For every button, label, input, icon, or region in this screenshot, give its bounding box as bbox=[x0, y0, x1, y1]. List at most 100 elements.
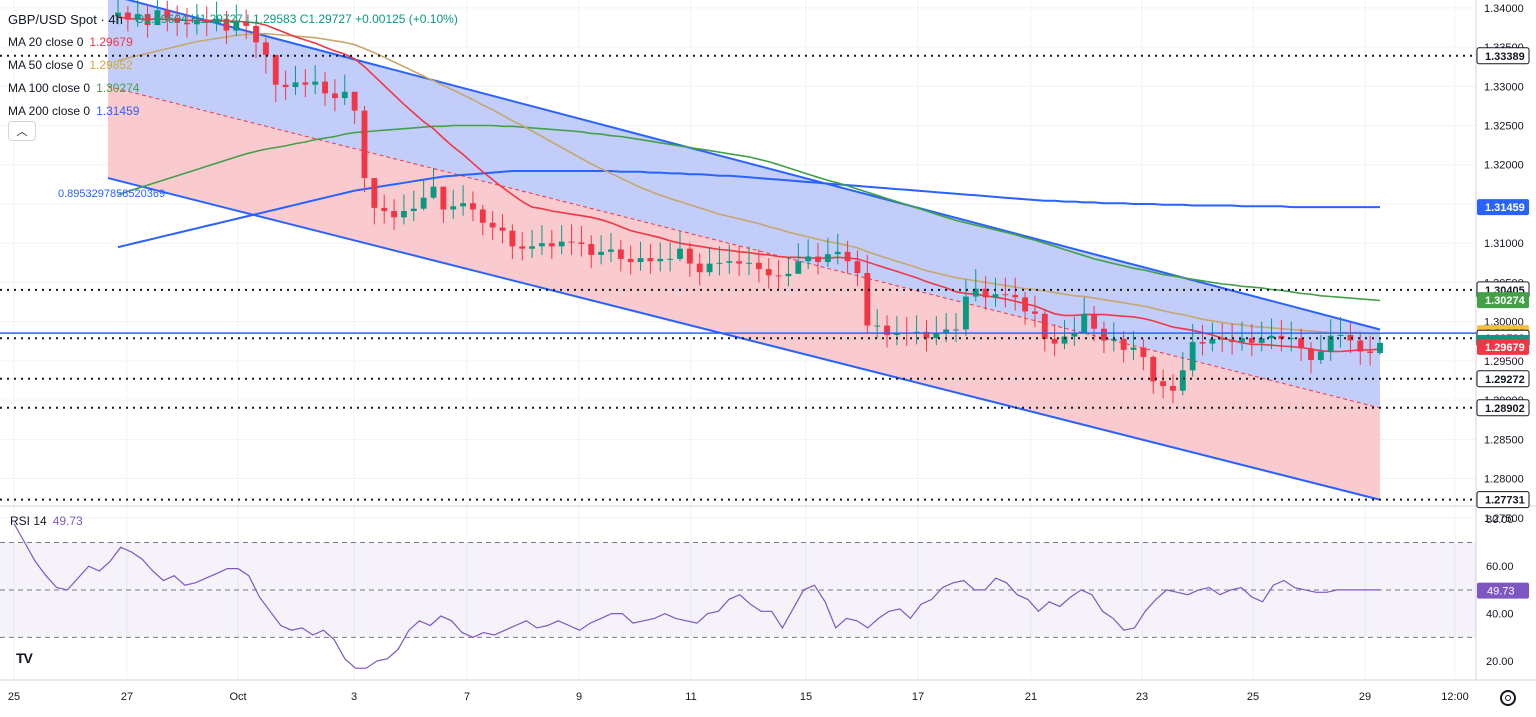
channel-ratio-label: 0.8953297858520369 bbox=[58, 188, 165, 200]
candle-body bbox=[213, 18, 220, 23]
candle-body bbox=[233, 21, 240, 31]
candle-body bbox=[637, 258, 644, 263]
chart-legend: GBP/USD Spot · 4h O1.29604 H1.29727 L1.2… bbox=[8, 8, 458, 123]
price-tag-label[interactable]: 1.29272 bbox=[1485, 374, 1525, 386]
candle-body bbox=[657, 258, 664, 262]
candle-body bbox=[1199, 342, 1206, 344]
channel-mid-line bbox=[107, 85, 1381, 409]
ma50-value: 1.29852 bbox=[89, 58, 133, 72]
price-tag-box[interactable] bbox=[1476, 47, 1530, 65]
candle-body bbox=[420, 197, 427, 209]
candle-body bbox=[617, 249, 624, 259]
rsi-label: RSI 14 bbox=[10, 514, 47, 528]
candle-body bbox=[1209, 338, 1216, 344]
price-tick-label: 1.32000 bbox=[1484, 160, 1524, 172]
candle-body bbox=[775, 275, 782, 277]
price-tag-box[interactable] bbox=[1476, 399, 1530, 417]
candle-body bbox=[1130, 347, 1137, 350]
symbol-title[interactable]: GBP/USD Spot · 4h bbox=[8, 12, 123, 27]
candle-body bbox=[1031, 311, 1038, 314]
candle-body bbox=[272, 54, 279, 85]
candle-body bbox=[765, 269, 772, 276]
candle-body bbox=[193, 20, 200, 25]
ma200-value: 1.31459 bbox=[96, 104, 140, 118]
candle-body bbox=[1140, 347, 1147, 357]
candle-body bbox=[558, 241, 565, 247]
candle-body bbox=[282, 84, 289, 88]
candle-body bbox=[1367, 351, 1374, 354]
candle-body bbox=[1041, 313, 1048, 339]
candle-body bbox=[874, 325, 881, 327]
candle-body bbox=[815, 256, 821, 263]
candle-body bbox=[322, 81, 328, 94]
ma100-legend[interactable]: MA 100 close 0 1.30274 bbox=[8, 77, 458, 100]
candle-body bbox=[144, 14, 151, 26]
price-tag-box[interactable] bbox=[1477, 199, 1529, 216]
collapse-legend-button[interactable]: ︿ bbox=[8, 121, 36, 141]
price-tick-label: 1.34000 bbox=[1484, 3, 1524, 15]
candle-body bbox=[972, 288, 979, 297]
candle-body bbox=[953, 329, 959, 331]
candle-body bbox=[450, 206, 457, 210]
ma50-legend[interactable]: MA 50 close 0 1.29852 bbox=[8, 54, 458, 77]
candle-body bbox=[1347, 334, 1354, 341]
price-tag-box[interactable] bbox=[1476, 491, 1530, 509]
time-tick-label: 17 bbox=[912, 691, 924, 703]
candle-body bbox=[943, 329, 950, 333]
candle-body bbox=[627, 258, 634, 263]
candle-body bbox=[470, 203, 476, 210]
candle-body bbox=[430, 186, 437, 198]
candle-body bbox=[1239, 338, 1245, 343]
price-tag-box[interactable] bbox=[1477, 292, 1529, 309]
candle-body bbox=[1150, 356, 1157, 382]
rsi-value: 49.73 bbox=[52, 514, 83, 528]
price-tag-label[interactable]: 1.27731 bbox=[1485, 495, 1525, 507]
time-tick-label: 21 bbox=[1025, 691, 1037, 703]
price-tag-label[interactable]: 1.29679 bbox=[1485, 342, 1525, 354]
candle-body bbox=[479, 209, 486, 223]
tradingview-logo-icon[interactable]: TV bbox=[16, 650, 33, 666]
price-tick-label: 1.29500 bbox=[1484, 356, 1524, 368]
channel-lower-fill bbox=[108, 86, 1380, 500]
price-tag-box[interactable] bbox=[1476, 370, 1530, 388]
candle-body bbox=[361, 110, 368, 179]
candle-body bbox=[677, 248, 683, 259]
candle-body bbox=[164, 10, 171, 19]
ma200-legend[interactable]: MA 200 close 0 1.31459 bbox=[8, 100, 458, 123]
price-tag-box[interactable] bbox=[1477, 338, 1529, 355]
rsi-value-tag[interactable] bbox=[1477, 582, 1529, 599]
rsi-value-tag-label[interactable]: 49.73 bbox=[1487, 586, 1515, 598]
ma200-line bbox=[117, 170, 1380, 249]
price-tick-label: 1.27500 bbox=[1484, 513, 1524, 525]
candle-body bbox=[1160, 381, 1167, 386]
candle-body bbox=[746, 262, 752, 264]
candle-body bbox=[923, 331, 930, 339]
candle-body bbox=[864, 273, 871, 326]
price-tag-label[interactable]: 1.30274 bbox=[1485, 295, 1526, 307]
candle-body bbox=[884, 325, 890, 335]
price-tag-label[interactable]: 1.28902 bbox=[1485, 403, 1525, 415]
channel-upper-fill bbox=[108, 0, 1380, 408]
candle-body bbox=[785, 273, 792, 277]
ma50-label: MA 50 close 0 bbox=[8, 58, 84, 72]
rsi-tick-label: 80.00 bbox=[1486, 514, 1514, 526]
ma20-legend[interactable]: MA 20 close 0 1.29679 bbox=[8, 31, 458, 54]
candle-body bbox=[1248, 338, 1255, 343]
rsi-legend[interactable]: RSI 14 49.73 bbox=[10, 514, 83, 528]
candle-body bbox=[460, 203, 467, 207]
candle-body bbox=[331, 93, 338, 99]
candle-body bbox=[568, 241, 575, 243]
rsi-line bbox=[13, 523, 1380, 669]
candle-body bbox=[588, 243, 595, 255]
candle-body bbox=[706, 263, 713, 273]
candle-body bbox=[499, 227, 506, 231]
candle-body bbox=[529, 246, 536, 249]
price-tick-label: 1.28500 bbox=[1484, 434, 1524, 446]
time-tick-label: 9 bbox=[576, 691, 582, 703]
price-tag-label[interactable]: 1.31459 bbox=[1485, 202, 1525, 214]
price-tag-label[interactable]: 1.33389 bbox=[1485, 51, 1525, 63]
time-tick-label: Oct bbox=[229, 691, 246, 703]
candle-body bbox=[834, 251, 841, 255]
settings-gear-icon[interactable] bbox=[1500, 690, 1516, 706]
